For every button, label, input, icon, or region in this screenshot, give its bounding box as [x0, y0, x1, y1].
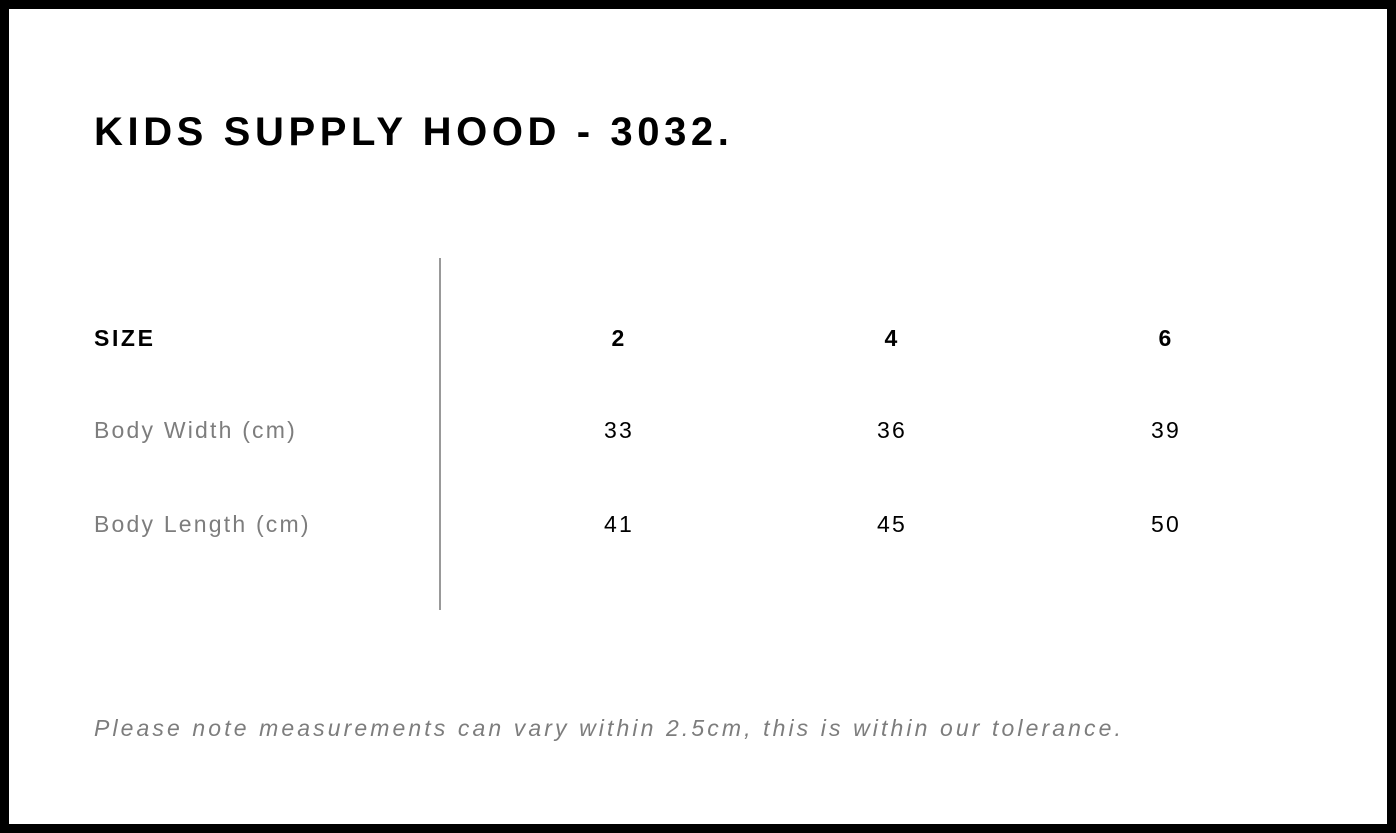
- size-header-cell: 4: [884, 325, 900, 351]
- row-label-body-length: Body Length (cm): [94, 511, 311, 537]
- table-cell: 36: [877, 417, 907, 443]
- size-header-cell: 2: [611, 325, 627, 351]
- table-cell: 41: [604, 511, 634, 537]
- table-cell: 33: [604, 417, 634, 443]
- table-cell: 39: [1151, 417, 1181, 443]
- table-cell: 50: [1151, 511, 1181, 537]
- size-header-cell: 6: [1158, 325, 1174, 351]
- row-label-body-width: Body Width (cm): [94, 417, 297, 443]
- size-chart-card: KIDS SUPPLY HOOD - 3032. SIZE 2 4 6 Body…: [9, 9, 1387, 824]
- page-title: KIDS SUPPLY HOOD - 3032.: [94, 110, 734, 154]
- table-cell: 45: [877, 511, 907, 537]
- column-divider: [439, 258, 441, 610]
- size-header-label: SIZE: [94, 325, 156, 351]
- tolerance-note: Please note measurements can vary within…: [94, 715, 1125, 741]
